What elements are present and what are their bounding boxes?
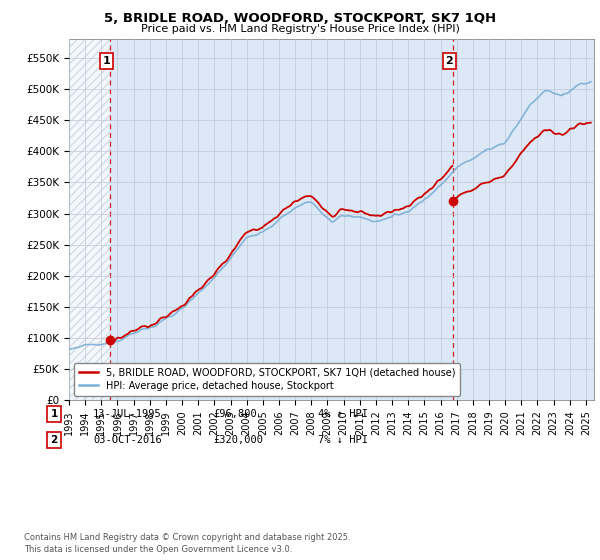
Text: 13-JUL-1995: 13-JUL-1995 [93, 409, 162, 419]
Text: £96,800: £96,800 [213, 409, 257, 419]
Text: Price paid vs. HM Land Registry's House Price Index (HPI): Price paid vs. HM Land Registry's House … [140, 24, 460, 34]
Text: 5, BRIDLE ROAD, WOODFORD, STOCKPORT, SK7 1QH: 5, BRIDLE ROAD, WOODFORD, STOCKPORT, SK7… [104, 12, 496, 25]
Text: 2: 2 [50, 435, 58, 445]
Text: 4% ↑ HPI: 4% ↑ HPI [318, 409, 368, 419]
Text: 03-OCT-2016: 03-OCT-2016 [93, 435, 162, 445]
Text: 7% ↓ HPI: 7% ↓ HPI [318, 435, 368, 445]
Text: Contains HM Land Registry data © Crown copyright and database right 2025.
This d: Contains HM Land Registry data © Crown c… [24, 533, 350, 554]
Text: 1: 1 [103, 56, 110, 66]
Text: £320,000: £320,000 [213, 435, 263, 445]
Text: 1: 1 [50, 409, 58, 419]
Legend: 5, BRIDLE ROAD, WOODFORD, STOCKPORT, SK7 1QH (detached house), HPI: Average pric: 5, BRIDLE ROAD, WOODFORD, STOCKPORT, SK7… [74, 363, 460, 395]
Text: 2: 2 [446, 56, 453, 66]
